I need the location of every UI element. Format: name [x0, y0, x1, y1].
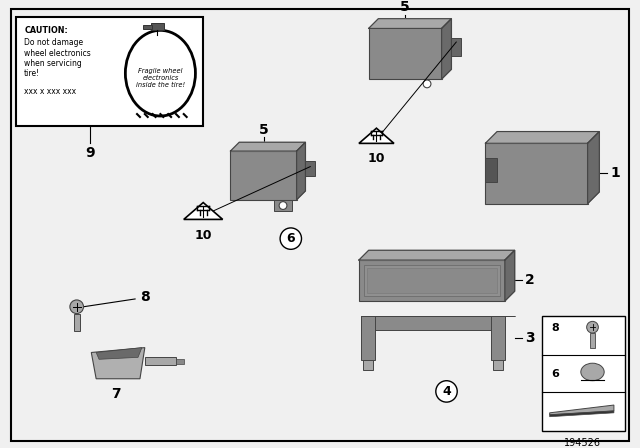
Circle shape — [587, 321, 598, 333]
Bar — [486, 158, 497, 182]
Polygon shape — [550, 405, 614, 415]
Bar — [367, 268, 497, 293]
Polygon shape — [588, 132, 599, 203]
Circle shape — [280, 228, 301, 250]
Bar — [143, 25, 152, 30]
Polygon shape — [550, 411, 614, 417]
Polygon shape — [363, 360, 372, 370]
Bar — [369, 28, 442, 79]
Text: 1: 1 — [610, 166, 620, 181]
Bar — [451, 38, 461, 56]
Ellipse shape — [581, 363, 604, 381]
Polygon shape — [230, 142, 305, 151]
Ellipse shape — [125, 30, 195, 116]
Text: 4: 4 — [442, 385, 451, 398]
Text: 6: 6 — [552, 369, 559, 379]
Polygon shape — [361, 316, 505, 330]
Polygon shape — [184, 202, 223, 220]
Text: Fragile wheel
electronics
inside the tire!: Fragile wheel electronics inside the tir… — [136, 68, 185, 88]
Bar — [275, 200, 292, 211]
Text: 6: 6 — [287, 232, 295, 245]
Text: 5: 5 — [400, 0, 410, 14]
Circle shape — [436, 381, 457, 402]
Text: 3: 3 — [525, 331, 535, 345]
Bar — [230, 151, 297, 200]
Polygon shape — [493, 360, 503, 370]
Text: Do not damage
wheel electronics
when servicing
tire!: Do not damage wheel electronics when ser… — [24, 38, 91, 78]
Polygon shape — [361, 316, 374, 360]
Text: 9: 9 — [86, 146, 95, 160]
Polygon shape — [492, 316, 505, 360]
Bar — [305, 161, 315, 177]
Bar — [150, 22, 164, 30]
Bar — [17, 17, 204, 126]
Text: 194526: 194526 — [564, 438, 601, 448]
Text: 5: 5 — [259, 123, 268, 137]
Bar — [486, 143, 588, 203]
Bar — [542, 316, 625, 431]
Circle shape — [70, 300, 83, 314]
Circle shape — [279, 202, 287, 209]
Polygon shape — [359, 128, 394, 143]
Text: 10: 10 — [368, 152, 385, 165]
Bar — [359, 260, 505, 301]
Text: 8: 8 — [552, 323, 559, 333]
Bar — [364, 265, 500, 296]
Polygon shape — [297, 142, 305, 200]
Polygon shape — [486, 132, 599, 143]
Polygon shape — [359, 250, 515, 260]
Text: CAUTION:: CAUTION: — [24, 26, 68, 35]
Circle shape — [423, 80, 431, 88]
Text: 7: 7 — [111, 388, 120, 401]
Bar — [74, 314, 79, 331]
Polygon shape — [92, 348, 145, 379]
Bar — [145, 358, 176, 365]
Text: 2: 2 — [525, 273, 535, 288]
Bar — [589, 333, 595, 348]
Polygon shape — [96, 348, 142, 359]
Text: xxx x xxx xxx: xxx x xxx xxx — [24, 87, 76, 96]
Polygon shape — [505, 250, 515, 301]
Bar — [176, 359, 184, 364]
Polygon shape — [369, 19, 451, 28]
Text: 10: 10 — [195, 229, 212, 242]
Text: 8: 8 — [140, 290, 150, 304]
Polygon shape — [442, 19, 451, 79]
